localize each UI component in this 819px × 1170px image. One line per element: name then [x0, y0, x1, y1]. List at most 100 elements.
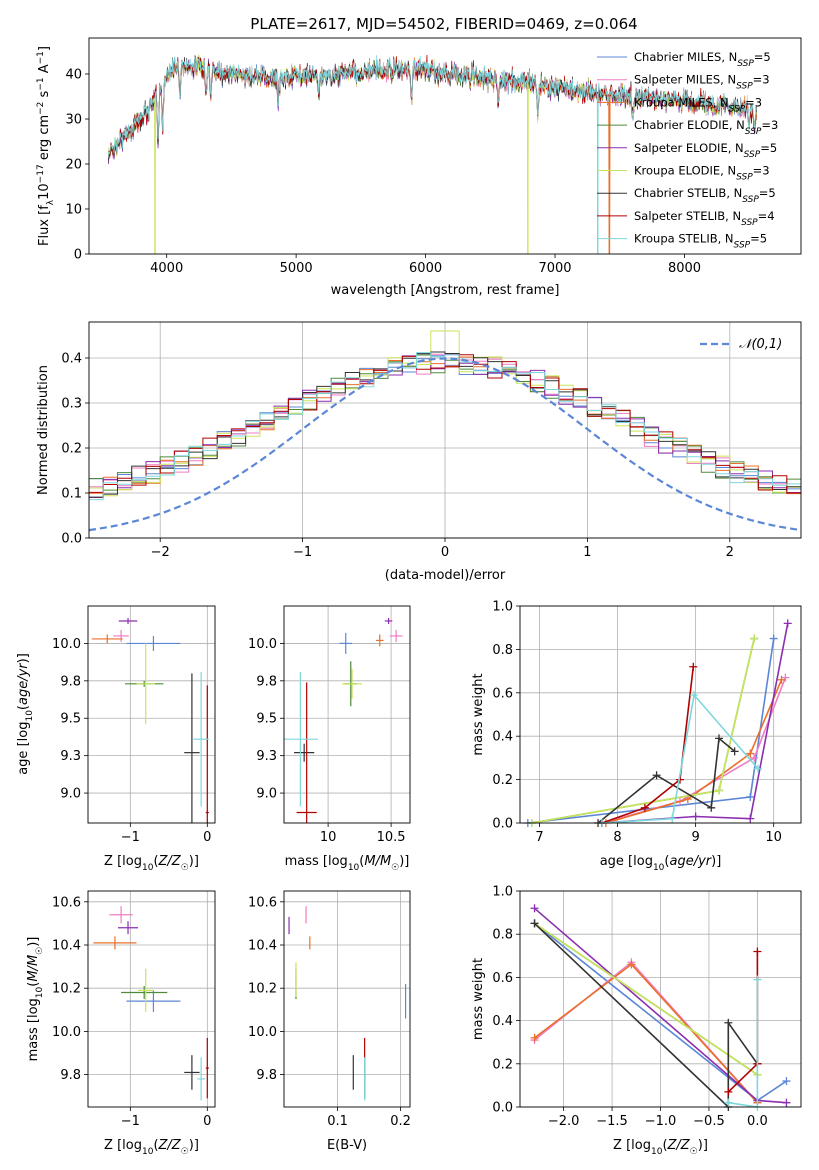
x-tick-label: 8000 [668, 261, 701, 276]
y-tick-label: 10.4 [248, 939, 277, 954]
x-tick-label: 10 [320, 830, 337, 845]
mass-weight-vs-age-x-axis-label-part: age/yr [669, 854, 712, 869]
weight-point-marker [730, 747, 739, 756]
y-tick-label: 1.0 [492, 600, 513, 615]
y-tick-label: 9.3 [60, 749, 81, 764]
histogram-x-axis-label: (data-model)/error [385, 568, 506, 583]
axes-frame [87, 605, 216, 824]
age-vs-Z-y-axis-label-part: 10 [25, 710, 35, 722]
age-vs-mass-x-axis-label-part: )] [399, 854, 409, 869]
mass-vs-Z-x-axis-label: Z [log10(Z/Z☉)] [104, 1138, 199, 1157]
age-vs-mass-x-axis-label-part: 10 [348, 863, 360, 873]
x-tick-label: 6000 [409, 261, 442, 276]
mass-weight-vs-Z-x-axis-label-part: ( [662, 1138, 667, 1153]
weight-point-marker [715, 786, 724, 795]
x-tick-label: −1 [293, 545, 312, 560]
legend-label: Kroupa MILES, NSSP=3 [634, 95, 762, 114]
weight-point-marker [652, 771, 661, 780]
age-vs-Z-x-axis-label-part: 10 [142, 863, 154, 873]
weight-series-line [601, 666, 695, 823]
mass-weight-vs-Z-panel: −2.0 −1.5 −1.0 −0.5 0.0 0.0 0.2 0.4 0.6 0.8 1.0 Z [… [471, 885, 802, 1157]
weight-point-marker [750, 753, 759, 762]
y-tick-label: 10.6 [52, 895, 81, 910]
age-vs-Z-y-axis-label: age [log10(age/yr)] [16, 653, 35, 775]
weight-point-marker [746, 792, 755, 801]
y-tick-label: 10 [65, 203, 82, 218]
age-vs-Z-x-axis-label-part: )] [189, 854, 199, 869]
y-tick-label: 0.0 [492, 1101, 513, 1116]
weight-series-line [533, 961, 758, 1104]
mass-vs-Z-x-axis-label-part: ☉ [181, 1147, 189, 1157]
mass-vs-Z-y-axis-label-part: 10 [35, 986, 45, 998]
weight-series-line [605, 679, 783, 823]
mass-vs-Z-y-axis-label-part: ( [26, 982, 41, 987]
y-tick-label: 9.8 [256, 1068, 277, 1083]
x-tick-label: −2 [151, 545, 170, 560]
mass-vs-EBV-x-axis-label-part: E(B-V) [327, 1138, 367, 1153]
y-tick-label: 0.8 [492, 928, 513, 943]
weight-point-marker [746, 749, 755, 758]
legend-label-part: Salpeter MILES, N [634, 73, 736, 87]
axes-frame [283, 605, 411, 824]
mass-vs-Z-y-axis-label-part: M/M [26, 955, 41, 982]
mass-vs-Z-y-axis-label-part: ☉ [35, 947, 45, 955]
weight-point-marker [530, 919, 539, 928]
y-tick-label: 0.0 [492, 817, 513, 832]
y-tick-label: 10.0 [248, 1025, 277, 1040]
weight-point-marker [724, 1087, 733, 1096]
mass-vs-Z-y-axis-label-part: )] [26, 937, 41, 947]
mass-weight-vs-age-x-axis-label-part: 10 [653, 863, 665, 873]
axes-frame [88, 37, 802, 255]
weight-point-marker [530, 904, 539, 913]
weight-series-line [531, 638, 755, 823]
weight-series-line [601, 693, 759, 823]
y-tick-label: 10.4 [52, 939, 81, 954]
x-tick-label: 8 [613, 830, 621, 845]
age-vs-mass-x-axis-label-part: M/M [364, 854, 391, 869]
weight-point-marker [668, 814, 677, 823]
spectrum-y-axis-label-part: A [37, 64, 52, 77]
mass-vs-Z-x-axis-label-part: ( [153, 1138, 158, 1153]
spectrum-y-axis-label-part: −1 [36, 51, 46, 64]
y-tick-label: 20 [65, 158, 82, 173]
histogram-panel: −2 −1 0 1 2 0.0 0.1 0.2 0.3 0.4 (data-model)/error… [36, 321, 802, 583]
mass-weight-vs-age-x-axis-label-part: age [log [600, 854, 653, 869]
legend-label: 𝒩(0,1) [739, 337, 782, 352]
x-tick-label: 0 [203, 830, 211, 845]
legend-label-part: =3 [753, 73, 770, 87]
legend-label: Chabrier ELODIE, NSSP=3 [634, 118, 778, 137]
y-tick-label: 0.6 [492, 686, 513, 701]
spectrum-y-axis-label-part: Flux [f [37, 205, 52, 246]
y-tick-label: 9.5 [60, 712, 81, 727]
axes-frame [519, 890, 802, 1108]
legend-label-part: Chabrier MILES, N [634, 50, 737, 64]
spectrum-series-line [108, 55, 757, 254]
y-tick-label: 10.2 [52, 982, 81, 997]
mass-vs-Z-y-axis-label-part: mass [log [26, 998, 41, 1061]
mass-weight-vs-age-x-axis-label-part: )] [711, 854, 721, 869]
age-vs-Z-x-axis-label-part: Z/Z [158, 854, 182, 869]
legend-label-part: SSP [744, 150, 761, 160]
legend-label-part: Kroupa ELODIE, N [634, 164, 736, 178]
age-vs-Z-y-axis-label-part: age/yr [16, 662, 31, 705]
weight-series-line [531, 638, 755, 823]
y-tick-label: 9.0 [256, 787, 277, 802]
y-tick-label: 1.0 [492, 885, 513, 900]
y-tick-label: 9.8 [60, 674, 81, 689]
axes-frame [519, 605, 802, 824]
x-tick-label: 0 [441, 545, 449, 560]
legend-label-part: Salpeter STELIB, N [634, 209, 741, 223]
y-tick-label: 0.4 [492, 730, 513, 745]
weight-point-marker [689, 662, 698, 671]
y-tick-label: 30 [65, 113, 82, 128]
weight-series-line [534, 963, 758, 1104]
spectrum-y-axis-label-part: −2 [36, 102, 46, 115]
legend-label-part: Chabrier ELODIE, N [634, 118, 745, 132]
legend-label: Chabrier STELIB, NSSP=5 [634, 186, 776, 205]
spectrum-y-axis-label-part: λ [46, 199, 56, 205]
age-vs-Z-x-axis-label-part: ( [153, 854, 158, 869]
legend-label-part: SSP [734, 241, 751, 251]
